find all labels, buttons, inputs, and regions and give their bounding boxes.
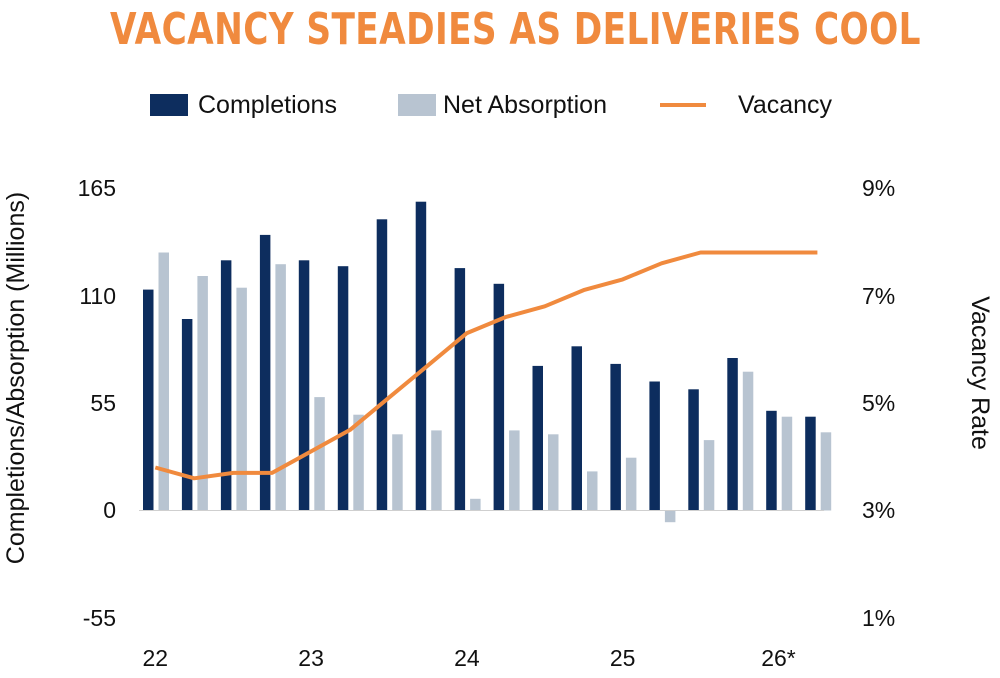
bar-completions [688, 389, 699, 511]
legend-label-completions: Completions [198, 91, 337, 119]
y2-axis-title: Vacancy Rate [966, 296, 994, 450]
bar-completions [727, 358, 738, 511]
bar-completions [610, 363, 621, 511]
y-tick-label: 0 [103, 497, 116, 523]
bar-completions [493, 283, 505, 511]
bar-net-absorption [781, 416, 793, 511]
bar-net-absorption [703, 440, 715, 511]
bar-net-absorption [392, 434, 403, 511]
bar-completions [532, 365, 543, 511]
bar-net-absorption [742, 371, 754, 511]
bar-completions [766, 410, 777, 511]
y-axis-ticks: 165 110 55 0 -55 [78, 175, 116, 631]
legend-swatch-completions [150, 94, 188, 116]
bar-net-absorption [548, 434, 559, 511]
x-tick-label: 26* [761, 645, 796, 671]
y2-tick-label: 9% [862, 175, 895, 201]
bar-completions [571, 346, 582, 511]
x-tick-label: 25 [610, 645, 636, 671]
bar-completions [337, 266, 349, 511]
legend-swatch-net-absorption [398, 94, 436, 116]
bar-completions [805, 416, 816, 511]
legend-label-vacancy: Vacancy [738, 91, 833, 119]
y2-tick-label: 7% [862, 283, 895, 309]
bars-layer [143, 201, 832, 523]
bar-net-absorption [314, 397, 325, 511]
bar-net-absorption [158, 252, 169, 511]
bar-net-absorption [431, 430, 442, 511]
vacancy-line-layer [154, 250, 818, 481]
bar-net-absorption [470, 498, 481, 511]
vacancy-line [154, 250, 818, 481]
bar-net-absorption [353, 414, 364, 511]
bar-completions [298, 260, 310, 511]
bar-completions [143, 289, 154, 511]
bar-completions [259, 234, 271, 511]
x-axis-ticks: 22 23 24 25 26* [143, 645, 796, 671]
bar-completions [415, 201, 427, 511]
bar-net-absorption [509, 430, 520, 511]
y-tick-label: 110 [79, 283, 116, 309]
y-tick-label: -55 [83, 605, 116, 631]
x-tick-label: 24 [454, 645, 480, 671]
bar-net-absorption [587, 471, 598, 511]
bar-completions [220, 260, 232, 511]
bar-completions [376, 219, 388, 511]
x-tick-label: 22 [143, 645, 169, 671]
bar-net-absorption [275, 264, 286, 511]
x-tick-label: 23 [298, 645, 324, 671]
legend-label-net-absorption: Net Absorption [443, 91, 607, 119]
y-axis-title: Completions/Absorption (Millions) [2, 192, 30, 564]
y2-axis-ticks: 9% 7% 5% 3% 1% [862, 175, 895, 631]
chart-title: VACANCY STEADIES AS DELIVERIES COOL [110, 4, 921, 55]
bar-completions [649, 381, 660, 511]
bar-net-absorption [236, 287, 247, 511]
bar-net-absorption [664, 510, 676, 523]
bar-net-absorption [197, 276, 208, 511]
bar-net-absorption [625, 457, 637, 511]
y-tick-label: 55 [90, 390, 116, 416]
bar-net-absorption [820, 432, 832, 511]
y2-tick-label: 1% [862, 605, 895, 631]
y-tick-label: 165 [78, 175, 116, 201]
y2-tick-label: 3% [862, 497, 895, 523]
bar-completions [454, 268, 466, 511]
y2-tick-label: 5% [862, 390, 895, 416]
legend: Completions Net Absorption Vacancy [150, 91, 833, 119]
bar-completions [181, 319, 193, 511]
